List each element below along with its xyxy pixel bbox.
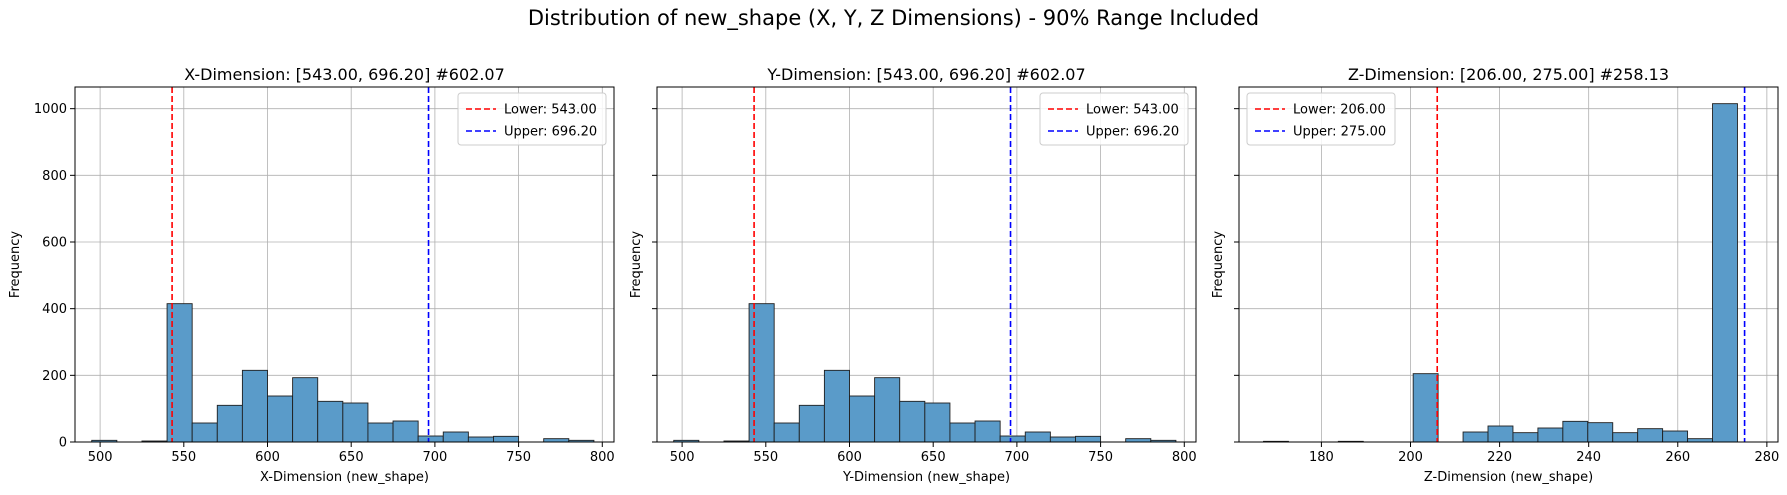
legend-label: Upper: 696.20 (1086, 125, 1179, 140)
y-tick-label: 0 (59, 436, 67, 451)
x-tick-label: 500 (670, 450, 695, 465)
histogram-bar (1512, 432, 1539, 443)
legend-box (457, 92, 607, 146)
x-tick-label: 600 (837, 450, 862, 465)
x-tick-label: 700 (422, 450, 447, 465)
histogram-bar (467, 436, 494, 443)
histogram-bar (1462, 431, 1489, 443)
histogram-bar (292, 377, 319, 443)
x-tick-label: 800 (1172, 450, 1197, 465)
histogram-bar (899, 400, 926, 443)
x-tick-label: 280 (1754, 450, 1779, 465)
x-axis-label: Y-Dimension (new_shape) (842, 470, 1010, 485)
histogram-bar (1637, 428, 1664, 443)
legend: Lower: 543.00 Upper: 696.20 (457, 92, 607, 146)
histogram-bar (342, 402, 369, 443)
histogram-bar (1487, 425, 1514, 443)
subplot-2: 500 550 600 650 700 750 800 Y-Dimension: [543.0… (629, 65, 1197, 485)
legend-box (1039, 92, 1189, 146)
histogram-bar (924, 402, 951, 443)
histogram-bar (1587, 422, 1614, 443)
x-tick-label: 220 (1487, 450, 1512, 465)
legend-label: Lower: 543.00 (1086, 103, 1179, 118)
histogram-bar (267, 395, 294, 443)
legend-label: Upper: 275.00 (1293, 125, 1386, 140)
x-tick-label: 800 (590, 450, 615, 465)
y-tick-label: 400 (42, 302, 67, 317)
x-tick-label: 650 (339, 450, 364, 465)
x-tick-label: 700 (1004, 450, 1029, 465)
subplot-title: X-Dimension: [543.00, 696.20] #602.07 (184, 65, 505, 84)
histogram-bar (442, 431, 469, 443)
x-tick-label: 750 (506, 450, 531, 465)
histogram-bar (1049, 436, 1076, 443)
histogram-bar (974, 420, 1001, 443)
x-tick-label: 550 (171, 450, 196, 465)
y-tick-label: 800 (42, 169, 67, 184)
histogram-bar (417, 435, 444, 443)
histogram-bar (392, 420, 419, 443)
histogram-bar (1612, 432, 1639, 443)
subplot-title: Z-Dimension: [206.00, 275.00] #258.13 (1348, 65, 1669, 84)
histogram-bar (493, 435, 520, 443)
y-tick-label: 600 (42, 236, 67, 251)
histogram-bar (1075, 435, 1102, 443)
subplot-1: 500 550 600 650 700 750 800 0 200 400 600 800 1000 X-… (8, 65, 615, 485)
histogram-bar (849, 395, 876, 443)
x-tick-label: 180 (1309, 450, 1334, 465)
histogram-bar (874, 377, 901, 443)
legend: Lower: 206.00 Upper: 275.00 (1246, 92, 1396, 146)
figure-title: Distribution of new_shape (X, Y, Z Dimen… (527, 6, 1260, 30)
histogram-bar (216, 404, 243, 443)
y-tick-label: 200 (42, 369, 67, 384)
histogram-bar (166, 303, 193, 443)
subplot-title: Y-Dimension: [543.00, 696.20] #602.07 (766, 65, 1085, 84)
histogram-bar (1024, 431, 1051, 443)
histogram-bar (241, 369, 268, 443)
x-tick-label: 500 (88, 450, 113, 465)
y-tick-label: 1000 (34, 102, 67, 117)
subplot-3: 180 200 220 240 260 280 Z-Dimension: [206.00, … (1211, 65, 1779, 485)
legend-label: Lower: 206.00 (1293, 103, 1386, 118)
x-tick-label: 750 (1088, 450, 1113, 465)
legend-box (1246, 92, 1396, 146)
histogram-bar (1412, 373, 1439, 443)
histogram-bar (317, 400, 344, 443)
histogram-bar (949, 422, 976, 443)
histogram-bar (1562, 420, 1589, 443)
x-tick-label: 200 (1398, 450, 1423, 465)
axes-frame (74, 86, 615, 443)
axes-frame (656, 86, 1197, 443)
x-axis-label: X-Dimension (new_shape) (260, 470, 429, 485)
histogram-bar (367, 422, 394, 443)
histogram-bar (823, 369, 850, 443)
y-axis-label: Frequency (8, 231, 23, 298)
histogram-bar (1712, 103, 1738, 443)
x-tick-label: 650 (921, 450, 946, 465)
y-axis-label: Frequency (629, 231, 644, 298)
histogram-bar (748, 303, 775, 443)
x-tick-label: 600 (255, 450, 280, 465)
y-axis-label: Frequency (1211, 231, 1226, 298)
histogram-bar (798, 404, 825, 443)
histogram-bar (191, 422, 218, 443)
x-axis-label: Z-Dimension (new_shape) (1424, 470, 1593, 485)
histogram-bar (773, 422, 800, 443)
legend: Lower: 543.00 Upper: 696.20 (1039, 92, 1189, 146)
axes-frame (1238, 86, 1779, 443)
x-tick-label: 550 (753, 450, 778, 465)
x-tick-label: 260 (1665, 450, 1690, 465)
legend-label: Lower: 543.00 (504, 103, 597, 118)
legend-label: Upper: 696.20 (504, 125, 597, 140)
x-tick-label: 240 (1576, 450, 1601, 465)
histogram-bar (1662, 430, 1689, 443)
histogram-bar (999, 435, 1026, 443)
histogram-bar (1537, 427, 1564, 443)
